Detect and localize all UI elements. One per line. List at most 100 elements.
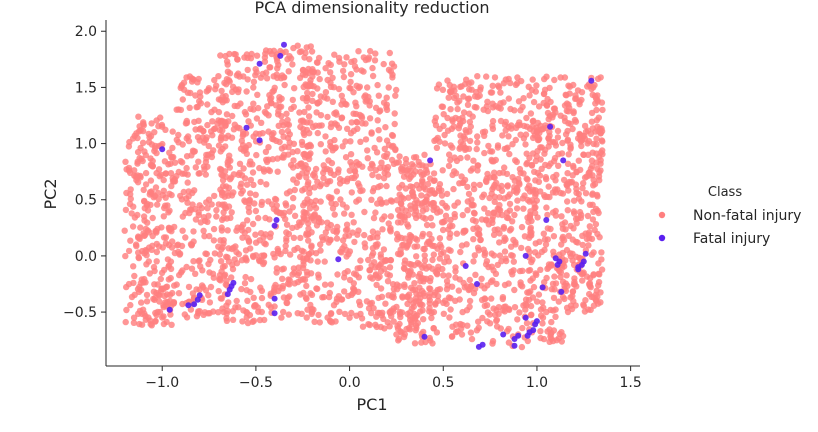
data-point: [331, 110, 338, 117]
data-point: [352, 172, 359, 179]
data-point: [347, 151, 355, 158]
data-point: [587, 130, 595, 137]
data-point: [329, 74, 336, 82]
data-point: [412, 154, 420, 161]
data-point: [356, 301, 364, 309]
data-point: [211, 250, 219, 257]
data-point: [366, 321, 373, 329]
data-point: [211, 76, 218, 84]
data-point: [496, 239, 503, 246]
data-point: [398, 234, 405, 242]
data-point: [238, 285, 245, 293]
data-point: [588, 77, 595, 84]
data-point: [387, 213, 395, 220]
data-point: [329, 98, 336, 106]
data-point: [335, 85, 343, 93]
data-point: [296, 222, 303, 229]
data-point: [251, 200, 258, 207]
data-point: [122, 252, 129, 260]
data-point: [357, 138, 364, 145]
data-point: [253, 115, 261, 122]
data-point: [384, 278, 392, 285]
y-tick-label: 2.0: [75, 24, 97, 40]
data-point: [205, 292, 212, 299]
data-point: [481, 295, 488, 302]
data-point: [281, 81, 288, 89]
data-point: [440, 111, 447, 118]
data-point: [443, 190, 451, 198]
data-point: [325, 293, 333, 301]
data-point: [581, 308, 589, 315]
data-point: [525, 289, 533, 296]
data-point: [258, 201, 265, 208]
y-tick-label: 0.0: [75, 249, 97, 265]
data-point: [533, 318, 540, 325]
data-point: [220, 209, 227, 216]
data-point: [562, 287, 570, 294]
data-point: [307, 301, 314, 309]
data-point: [218, 87, 225, 95]
data-point: [202, 287, 210, 294]
data-point: [351, 63, 359, 70]
data-point: [206, 232, 213, 240]
data-point: [532, 240, 539, 247]
data-point: [439, 167, 446, 174]
data-point: [372, 241, 379, 248]
data-point: [463, 129, 470, 136]
data-point: [383, 106, 391, 114]
data-point: [179, 227, 186, 234]
data-point: [333, 235, 341, 242]
data-point: [563, 246, 571, 254]
data-point: [580, 258, 587, 265]
data-point: [527, 302, 535, 310]
data-point: [520, 95, 527, 102]
data-point: [215, 73, 222, 80]
data-point: [456, 296, 463, 303]
data-point: [135, 113, 142, 120]
data-point: [165, 209, 172, 216]
data-point: [135, 310, 142, 317]
data-point: [544, 328, 551, 335]
data-point: [252, 239, 260, 246]
data-point: [247, 55, 255, 62]
data-point: [472, 285, 479, 292]
data-point: [291, 212, 299, 219]
data-point: [236, 160, 244, 167]
data-point: [304, 89, 311, 97]
data-point: [226, 176, 234, 183]
data-point: [168, 191, 175, 199]
data-point: [224, 61, 231, 68]
data-point: [256, 60, 263, 67]
data-point: [300, 275, 307, 283]
data-point: [544, 225, 551, 232]
data-point: [255, 214, 262, 222]
data-point: [341, 61, 348, 68]
data-point: [367, 47, 374, 55]
data-point: [330, 227, 337, 234]
data-point: [314, 178, 321, 185]
data-point: [557, 74, 564, 81]
data-point: [387, 68, 395, 75]
data-point: [307, 270, 315, 277]
data-point: [222, 52, 229, 60]
data-point: [238, 257, 246, 264]
data-point: [580, 151, 587, 158]
data-point: [273, 217, 280, 223]
data-point: [485, 210, 492, 217]
data-point: [188, 241, 196, 248]
data-point: [266, 167, 274, 175]
data-point: [341, 210, 348, 217]
data-point: [533, 82, 540, 89]
data-point: [282, 48, 289, 55]
data-point: [368, 160, 376, 168]
data-point: [185, 283, 193, 291]
data-point: [482, 217, 490, 224]
data-point: [466, 110, 473, 117]
data-point: [524, 245, 532, 253]
data-point: [474, 73, 481, 80]
data-point: [311, 318, 318, 325]
data-point: [271, 295, 278, 302]
data-point: [211, 192, 218, 200]
data-point: [473, 327, 481, 334]
data-point: [535, 291, 543, 298]
